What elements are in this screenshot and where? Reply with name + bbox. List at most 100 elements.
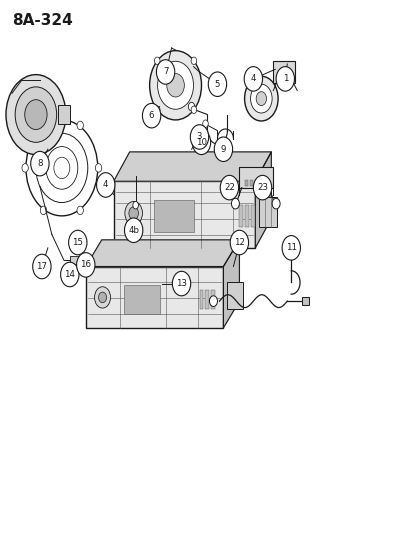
Text: 9: 9	[221, 145, 226, 154]
FancyBboxPatch shape	[302, 297, 309, 305]
Text: 11: 11	[286, 244, 297, 252]
Circle shape	[158, 61, 194, 109]
Circle shape	[272, 198, 280, 209]
Circle shape	[31, 151, 49, 176]
Text: 3: 3	[197, 133, 202, 141]
Text: 13: 13	[176, 279, 187, 288]
Circle shape	[220, 175, 239, 200]
FancyBboxPatch shape	[255, 180, 258, 186]
Circle shape	[188, 102, 195, 111]
Text: 17: 17	[36, 262, 47, 271]
Circle shape	[276, 67, 294, 91]
Text: 14: 14	[64, 270, 75, 279]
Circle shape	[256, 92, 267, 106]
Text: 15: 15	[72, 238, 83, 247]
Circle shape	[125, 201, 142, 225]
Text: 6: 6	[149, 111, 154, 120]
Text: 4: 4	[103, 181, 109, 189]
Polygon shape	[255, 152, 271, 248]
Circle shape	[192, 130, 211, 155]
FancyBboxPatch shape	[260, 180, 263, 186]
Text: 1: 1	[282, 75, 288, 83]
Circle shape	[129, 207, 138, 220]
Polygon shape	[86, 240, 239, 266]
Text: 8A-324: 8A-324	[12, 13, 73, 28]
Circle shape	[15, 87, 57, 142]
FancyBboxPatch shape	[245, 180, 248, 186]
FancyBboxPatch shape	[250, 180, 253, 186]
Circle shape	[33, 254, 51, 279]
FancyBboxPatch shape	[265, 180, 267, 186]
Circle shape	[230, 230, 249, 255]
Text: 23: 23	[257, 183, 268, 192]
Text: 5: 5	[215, 80, 220, 88]
Text: 7: 7	[163, 68, 168, 76]
Circle shape	[26, 120, 98, 216]
Circle shape	[95, 287, 111, 308]
Circle shape	[209, 296, 217, 306]
Polygon shape	[223, 240, 239, 328]
FancyBboxPatch shape	[154, 200, 194, 232]
Circle shape	[154, 57, 160, 64]
Circle shape	[253, 175, 272, 200]
Circle shape	[40, 206, 47, 215]
Circle shape	[245, 76, 278, 121]
FancyBboxPatch shape	[174, 277, 186, 290]
Text: 8: 8	[37, 159, 43, 168]
Circle shape	[191, 57, 197, 64]
Text: 4b: 4b	[128, 226, 139, 235]
Circle shape	[282, 236, 300, 260]
Text: 12: 12	[234, 238, 245, 247]
FancyBboxPatch shape	[290, 75, 293, 81]
FancyBboxPatch shape	[211, 290, 215, 309]
FancyBboxPatch shape	[114, 181, 255, 248]
Circle shape	[25, 100, 47, 130]
Circle shape	[208, 72, 227, 96]
Circle shape	[150, 51, 201, 120]
Circle shape	[124, 218, 143, 243]
FancyBboxPatch shape	[227, 282, 243, 309]
Circle shape	[40, 121, 47, 130]
FancyBboxPatch shape	[245, 205, 249, 227]
Circle shape	[83, 261, 89, 269]
FancyBboxPatch shape	[86, 266, 223, 328]
FancyBboxPatch shape	[286, 75, 289, 81]
Text: 10: 10	[196, 138, 207, 147]
FancyBboxPatch shape	[279, 75, 281, 81]
FancyBboxPatch shape	[200, 290, 203, 309]
FancyBboxPatch shape	[282, 75, 285, 81]
Circle shape	[77, 253, 95, 277]
Circle shape	[172, 271, 191, 296]
Circle shape	[36, 133, 88, 203]
Polygon shape	[114, 152, 271, 181]
Circle shape	[251, 84, 272, 113]
FancyBboxPatch shape	[239, 167, 273, 188]
Circle shape	[214, 137, 233, 161]
Text: 4: 4	[251, 75, 256, 83]
Circle shape	[97, 173, 115, 197]
Circle shape	[154, 106, 160, 114]
Circle shape	[77, 206, 83, 215]
FancyBboxPatch shape	[124, 285, 160, 314]
Circle shape	[99, 292, 107, 303]
Circle shape	[46, 147, 78, 189]
FancyBboxPatch shape	[58, 105, 70, 124]
FancyBboxPatch shape	[251, 205, 255, 227]
FancyBboxPatch shape	[70, 256, 80, 264]
Circle shape	[54, 157, 70, 179]
Text: 22: 22	[224, 183, 235, 192]
Circle shape	[6, 75, 66, 155]
Circle shape	[95, 164, 102, 172]
FancyBboxPatch shape	[205, 290, 209, 309]
FancyBboxPatch shape	[273, 61, 295, 83]
Circle shape	[203, 120, 208, 127]
Circle shape	[133, 201, 138, 209]
Circle shape	[167, 74, 184, 97]
Circle shape	[244, 67, 263, 91]
Circle shape	[231, 198, 239, 209]
FancyBboxPatch shape	[239, 205, 243, 227]
Circle shape	[142, 103, 161, 128]
Text: 16: 16	[80, 261, 91, 269]
Circle shape	[191, 106, 197, 114]
Circle shape	[190, 125, 209, 149]
